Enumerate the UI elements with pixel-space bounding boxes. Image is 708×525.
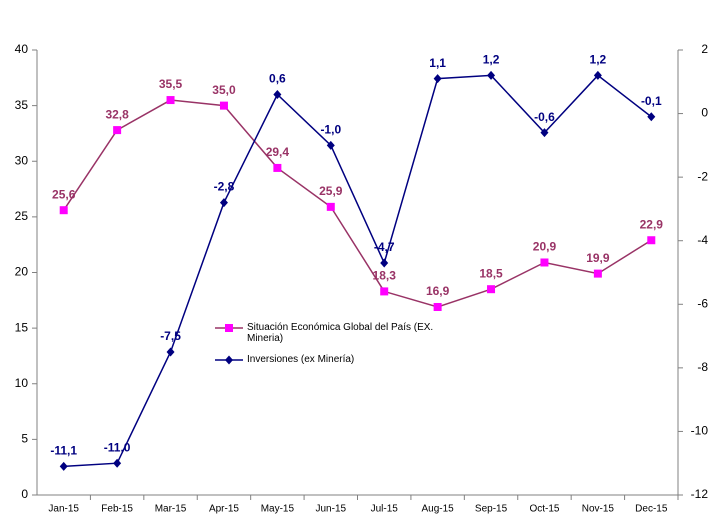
marker <box>113 126 122 135</box>
data-label: -4,7 <box>374 240 395 254</box>
marker <box>433 302 442 311</box>
marker <box>219 198 228 208</box>
legend-key <box>215 324 243 332</box>
marker <box>380 258 389 268</box>
x-tick-label: Jul-15 <box>371 504 399 515</box>
marker <box>487 70 496 80</box>
data-label: 25,6 <box>52 187 76 201</box>
marker <box>59 461 68 471</box>
marker <box>647 112 656 122</box>
data-label: 1,2 <box>590 53 607 67</box>
data-label: 20,9 <box>533 240 557 254</box>
series-line <box>63 99 652 308</box>
legend: Situación Económica Global del País (EX.… <box>215 322 457 376</box>
marker <box>380 287 389 296</box>
marker <box>166 347 175 357</box>
data-label: 0,6 <box>269 72 286 86</box>
data-label: -0,1 <box>641 94 662 108</box>
y-tick-label: 40 <box>15 42 29 56</box>
y2-tick-label: 0 <box>701 106 708 120</box>
x-tick-label: Jun-15 <box>316 504 347 515</box>
y-tick-label: 0 <box>21 487 28 501</box>
data-label: -7,5 <box>160 329 181 343</box>
series-line <box>63 74 652 468</box>
legend-item: Inversiones (ex Minería) <box>215 354 457 366</box>
x-tick-label: Aug-15 <box>422 504 455 515</box>
marker <box>647 236 656 245</box>
marker <box>326 140 335 150</box>
x-tick-label: Sep-15 <box>475 504 508 515</box>
legend-label: Situación Económica Global del País (EX.… <box>247 322 434 344</box>
y2-tick-label: -4 <box>697 233 708 247</box>
data-label: 16,9 <box>426 284 450 298</box>
y-tick-label: 35 <box>15 98 29 112</box>
x-tick-label: Jan-15 <box>48 504 79 515</box>
data-label: 29,4 <box>266 145 290 159</box>
data-label: 22,9 <box>640 217 664 231</box>
y2-tick-label: -10 <box>691 424 708 438</box>
marker <box>433 74 442 84</box>
data-label: 18,5 <box>479 266 503 280</box>
data-label: -1,0 <box>320 123 341 137</box>
marker <box>113 458 122 468</box>
data-label: 18,3 <box>373 269 397 283</box>
x-tick-label: Mar-15 <box>155 504 187 515</box>
marker <box>487 285 496 294</box>
marker <box>219 101 228 110</box>
data-label: 19,9 <box>586 251 610 265</box>
y-tick-label: 15 <box>15 320 29 334</box>
marker <box>326 202 335 211</box>
x-tick-label: Nov-15 <box>582 504 615 515</box>
y2-tick-label: -6 <box>697 296 708 310</box>
data-label: 1,1 <box>429 56 446 70</box>
marker <box>273 163 282 172</box>
y2-tick-label: -8 <box>697 360 708 374</box>
marker <box>540 128 549 138</box>
x-tick-label: Feb-15 <box>101 504 133 515</box>
y2-tick-label: 2 <box>701 42 708 56</box>
y2-tick-label: -12 <box>691 487 708 501</box>
y2-tick-label: -2 <box>697 169 708 183</box>
legend-item: Situación Económica Global del País (EX.… <box>215 322 457 344</box>
y-tick-label: 5 <box>21 432 28 446</box>
y-tick-label: 30 <box>15 153 29 167</box>
data-label: 1,2 <box>483 53 500 67</box>
legend-label: Inversiones (ex Minería) <box>247 354 355 365</box>
data-label: -2,8 <box>214 180 235 194</box>
x-tick-label: Apr-15 <box>209 504 239 515</box>
data-label: 32,8 <box>105 107 129 121</box>
legend-key <box>215 355 243 365</box>
marker <box>273 90 282 99</box>
data-label: -11,0 <box>104 440 131 454</box>
data-label: -11,1 <box>50 444 77 458</box>
marker <box>540 258 549 267</box>
marker <box>593 70 602 80</box>
legend-marker <box>225 324 233 332</box>
x-tick-label: Oct-15 <box>529 504 559 515</box>
y-tick-label: 25 <box>15 209 29 223</box>
data-label: -0,6 <box>534 110 555 124</box>
marker <box>593 269 602 278</box>
data-label: 25,9 <box>319 184 343 198</box>
x-tick-label: Dec-15 <box>635 504 668 515</box>
y-tick-label: 10 <box>15 376 29 390</box>
marker <box>166 96 175 105</box>
marker <box>59 206 68 215</box>
x-tick-label: May-15 <box>261 504 295 515</box>
y-tick-label: 20 <box>15 265 29 279</box>
data-label: 35,5 <box>159 77 183 91</box>
data-label: 35,0 <box>212 83 236 97</box>
legend-marker <box>225 355 233 365</box>
